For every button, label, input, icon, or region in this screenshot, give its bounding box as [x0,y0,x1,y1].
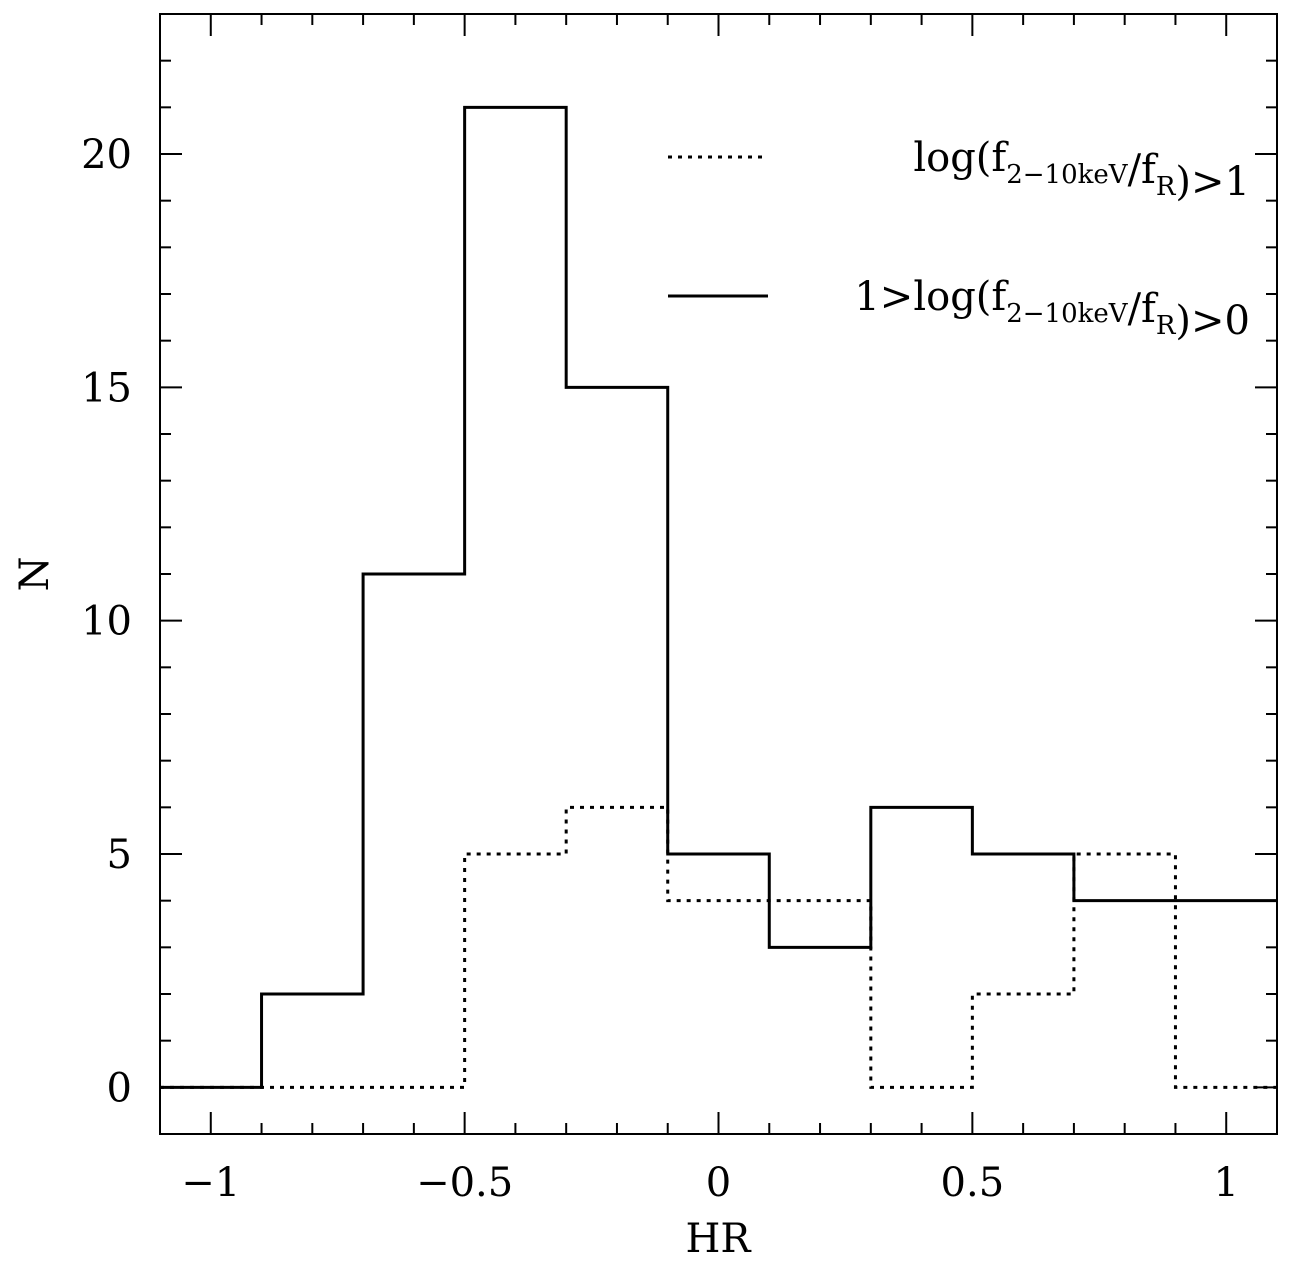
legend: log(f2−10keV/fR)>1 1>log(f2−10keV/fR)>0 [668,135,1250,344]
axis-ticks [159,13,1278,1135]
y-tick-label: 20 [81,132,132,178]
series-dotted-line [160,805,1277,1089]
legend-label-dotted: log(f2−10keV/fR)>1 [913,135,1250,205]
y-tick-label: 15 [81,365,132,411]
x-tick-label: 0 [706,1160,731,1206]
x-axis-label: HR [686,1216,753,1262]
histogram-series [160,105,1277,1089]
y-tick-label: 0 [107,1065,132,1111]
x-tick-label: 0.5 [941,1160,1005,1206]
y-axis-label: N [12,557,58,592]
x-tick-label: −0.5 [416,1160,513,1206]
series-solid-line [160,105,1277,1089]
legend-label-solid: 1>log(f2−10keV/fR)>0 [854,274,1250,344]
x-tick-label: 1 [1214,1160,1239,1206]
x-tick-label: −1 [181,1160,240,1206]
y-tick-label: 10 [81,599,132,645]
y-tick-label: 5 [107,832,132,878]
